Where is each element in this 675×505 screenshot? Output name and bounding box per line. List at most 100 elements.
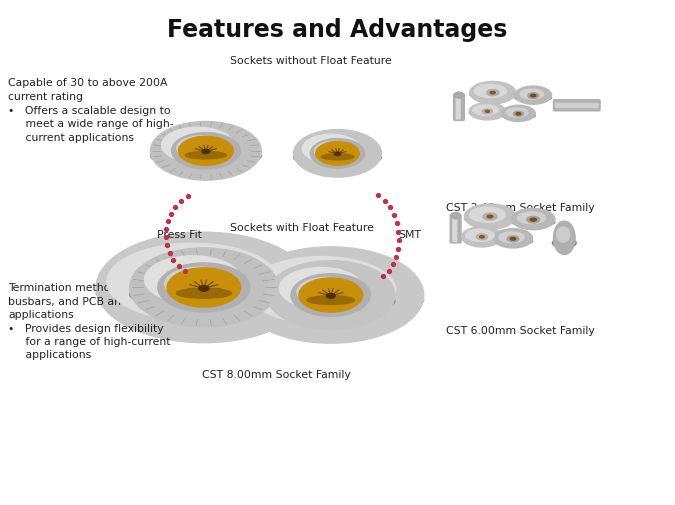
Ellipse shape [198, 286, 209, 291]
Ellipse shape [238, 247, 424, 343]
Ellipse shape [472, 106, 498, 116]
Ellipse shape [267, 289, 395, 314]
Ellipse shape [158, 264, 250, 312]
Ellipse shape [334, 153, 341, 156]
FancyBboxPatch shape [456, 96, 460, 120]
Text: Sockets with Float Feature: Sockets with Float Feature [230, 222, 373, 232]
Ellipse shape [161, 128, 234, 163]
Ellipse shape [130, 281, 278, 309]
Ellipse shape [247, 257, 396, 324]
Ellipse shape [490, 92, 495, 94]
Ellipse shape [515, 95, 551, 102]
Ellipse shape [487, 90, 499, 96]
Ellipse shape [477, 234, 487, 240]
Ellipse shape [267, 261, 395, 330]
Ellipse shape [238, 287, 424, 314]
Ellipse shape [454, 93, 464, 99]
Ellipse shape [499, 232, 524, 243]
Ellipse shape [165, 268, 234, 300]
Ellipse shape [96, 278, 311, 309]
Ellipse shape [302, 135, 359, 164]
Ellipse shape [294, 130, 381, 178]
Ellipse shape [307, 296, 354, 305]
Text: •   Provides design flexibility
     for a range of high-current
     applicatio: • Provides design flexibility for a rang… [8, 323, 171, 360]
Ellipse shape [466, 230, 494, 242]
Ellipse shape [470, 208, 506, 223]
Ellipse shape [483, 110, 492, 115]
Ellipse shape [279, 268, 363, 309]
Ellipse shape [326, 294, 335, 298]
Ellipse shape [552, 238, 576, 248]
Ellipse shape [531, 95, 536, 97]
Ellipse shape [502, 114, 535, 119]
Ellipse shape [185, 152, 227, 160]
Text: Sockets without Float Feature: Sockets without Float Feature [230, 56, 392, 66]
Text: Termination methods to cover
busbars, and PCB and wire
applications: Termination methods to cover busbars, an… [8, 283, 171, 319]
FancyBboxPatch shape [556, 104, 598, 109]
Ellipse shape [485, 111, 489, 113]
Ellipse shape [516, 114, 520, 116]
FancyBboxPatch shape [554, 100, 600, 112]
Ellipse shape [493, 229, 533, 248]
Ellipse shape [483, 214, 497, 221]
Ellipse shape [177, 136, 228, 161]
Text: CST 6.00mm Socket Family: CST 6.00mm Socket Family [446, 326, 594, 336]
Ellipse shape [513, 112, 524, 117]
Ellipse shape [321, 155, 354, 161]
Ellipse shape [512, 219, 555, 227]
Ellipse shape [531, 219, 536, 222]
Ellipse shape [469, 112, 506, 116]
Text: Press Fit: Press Fit [157, 230, 201, 240]
Text: Capable of 30 to above 200A
current rating: Capable of 30 to above 200A current rati… [8, 78, 167, 102]
Ellipse shape [554, 222, 575, 255]
Ellipse shape [507, 236, 519, 242]
FancyBboxPatch shape [453, 217, 457, 242]
Ellipse shape [176, 289, 232, 298]
Ellipse shape [178, 137, 234, 166]
Ellipse shape [464, 217, 516, 223]
Ellipse shape [107, 244, 279, 321]
Ellipse shape [294, 150, 381, 167]
Ellipse shape [315, 142, 355, 162]
Text: CST 8.00mm Socket Family: CST 8.00mm Socket Family [202, 370, 351, 380]
Ellipse shape [470, 82, 516, 105]
Text: CST 3.40mm Socket Family: CST 3.40mm Socket Family [446, 203, 594, 213]
Ellipse shape [487, 216, 493, 219]
Ellipse shape [299, 278, 362, 313]
Ellipse shape [557, 228, 570, 242]
Ellipse shape [144, 257, 241, 304]
Ellipse shape [520, 90, 543, 100]
Ellipse shape [202, 150, 210, 154]
Ellipse shape [528, 94, 539, 99]
Ellipse shape [167, 268, 241, 308]
Ellipse shape [470, 93, 516, 98]
Ellipse shape [151, 122, 261, 181]
Ellipse shape [510, 238, 516, 241]
Ellipse shape [464, 205, 516, 230]
Ellipse shape [462, 227, 502, 247]
Text: SMT: SMT [398, 230, 421, 240]
Ellipse shape [506, 109, 528, 118]
Ellipse shape [462, 237, 502, 242]
Ellipse shape [475, 85, 506, 98]
FancyBboxPatch shape [450, 215, 461, 243]
Ellipse shape [316, 142, 359, 166]
Ellipse shape [96, 233, 311, 343]
Ellipse shape [512, 209, 555, 230]
Text: •   Offers a scalable design to
     meet a wide range of high-
     current app: • Offers a scalable design to meet a wid… [8, 106, 173, 142]
Ellipse shape [310, 139, 364, 169]
Text: Features and Advantages: Features and Advantages [167, 18, 508, 41]
Ellipse shape [526, 217, 540, 223]
Ellipse shape [493, 238, 533, 245]
Ellipse shape [171, 133, 240, 170]
Ellipse shape [297, 278, 356, 307]
Ellipse shape [291, 274, 371, 317]
Ellipse shape [480, 236, 484, 238]
Ellipse shape [515, 87, 551, 105]
Ellipse shape [502, 106, 535, 122]
Ellipse shape [518, 213, 545, 224]
Ellipse shape [130, 248, 278, 327]
Ellipse shape [151, 146, 261, 167]
FancyBboxPatch shape [454, 95, 464, 121]
Ellipse shape [469, 104, 506, 121]
